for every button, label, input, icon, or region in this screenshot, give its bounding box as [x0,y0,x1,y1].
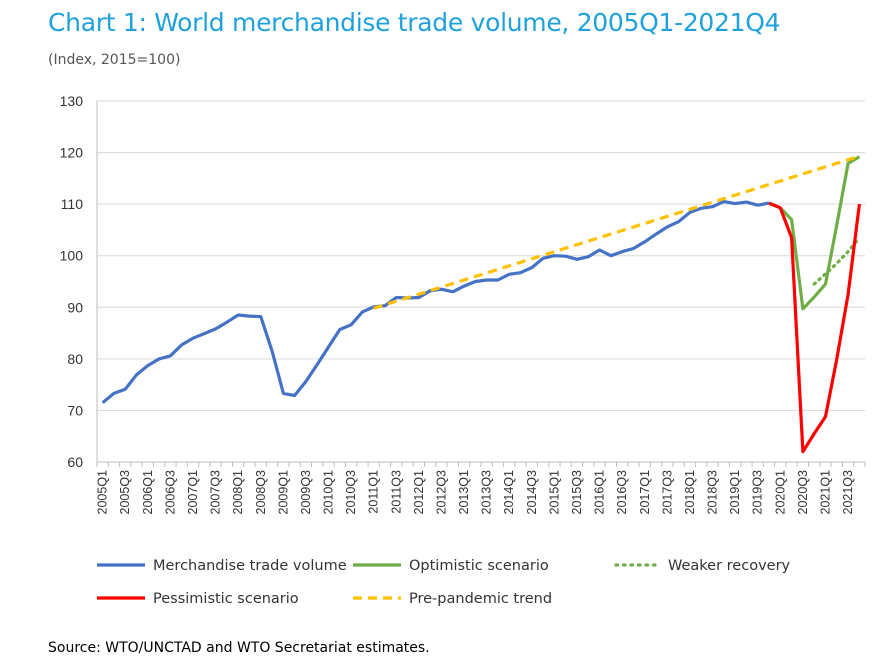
y-tick-label: 120 [60,145,84,161]
x-tick-label: 2015Q1 [547,470,561,515]
legend-label: Optimistic scenario [409,558,549,574]
x-tick-label: 2018Q3 [706,470,720,515]
x-tick-label: 2015Q3 [570,470,584,515]
series-line-merchandise-trade-volume [101,200,770,404]
x-tick-label: 2011Q3 [389,470,403,514]
y-tick-label: 100 [60,248,84,264]
x-tick-label: 2010Q3 [344,470,358,515]
chart-subtitle: (Index, 2015=100) [48,52,181,68]
x-tick-label: 2006Q1 [141,470,155,515]
x-tick-label: 2016Q1 [593,470,607,515]
y-tick-label: 130 [60,93,84,109]
x-tick-label: 2013Q3 [480,470,494,515]
x-tick-label: 2016Q3 [615,470,629,515]
series-lines [101,154,862,454]
x-tick-label: 2007Q3 [209,470,223,515]
x-tick-label: 2010Q1 [322,470,336,515]
y-tick-label: 110 [61,196,84,212]
grid [97,100,865,411]
x-tick-label: 2019Q3 [751,470,765,515]
legend: Merchandise trade volume Optimistic scena… [97,558,791,607]
x-tick-label: 2014Q1 [502,470,516,515]
x-tick-label: 2009Q3 [299,470,313,515]
x-tick-label: 2017Q3 [660,470,674,515]
x-tick-label: 2019Q1 [728,470,742,515]
series-line-pessimistic-scenario [768,201,861,454]
x-tick-label: 2008Q1 [231,470,245,515]
x-tick-label: 2018Q1 [683,470,697,515]
x-tick-label: 2021Q3 [841,470,855,515]
axes [96,101,866,467]
y-tick-label: 60 [67,454,83,470]
x-tick-label: 2006Q3 [163,470,177,515]
legend-label: Pre-pandemic trend [409,591,552,607]
x-tick-label: 2005Q3 [118,470,132,515]
series-line-optimistic-scenario [768,155,861,311]
x-tick-label: 2012Q3 [434,470,448,515]
x-tick-label: 2021Q1 [818,470,832,515]
y-tick-label: 90 [67,299,83,315]
x-tick-label: 2013Q1 [457,470,471,515]
source-note: Source: WTO/UNCTAD and WTO Secretariat e… [48,640,430,656]
y-tick-label: 70 [67,402,83,418]
x-tick-label: 2017Q1 [638,470,652,515]
x-axis-ticks: 2005Q1 2005Q3 2006Q1 2006Q3 2007Q1 2007Q3 2008… [96,470,855,515]
x-tick-label: 2009Q1 [276,470,290,515]
chart-title: Chart 1: World merchandise trade volume,… [48,8,781,37]
series-line-pre-pandemic-trend [373,154,860,310]
x-tick-label: 2007Q1 [186,470,200,515]
x-tick-label: 2011Q1 [367,470,381,514]
x-tick-label: 2014Q3 [525,470,539,515]
x-tick-label: 2020Q3 [796,470,810,515]
y-tick-label: 80 [67,351,83,367]
series-line-weaker-recovery [812,236,862,286]
legend-label: Merchandise trade volume [153,558,347,574]
x-tick-label: 2020Q1 [773,470,787,515]
legend-label: Weaker recovery [668,558,791,574]
x-tick-label: 2012Q1 [412,470,426,515]
x-tick-label: 2008Q3 [254,470,268,515]
y-axis-ticks: 60 70 80 90 100 110 120 130 [60,93,84,470]
x-tick-label: 2005Q1 [96,470,110,515]
legend-label: Pessimistic scenario [153,591,299,607]
